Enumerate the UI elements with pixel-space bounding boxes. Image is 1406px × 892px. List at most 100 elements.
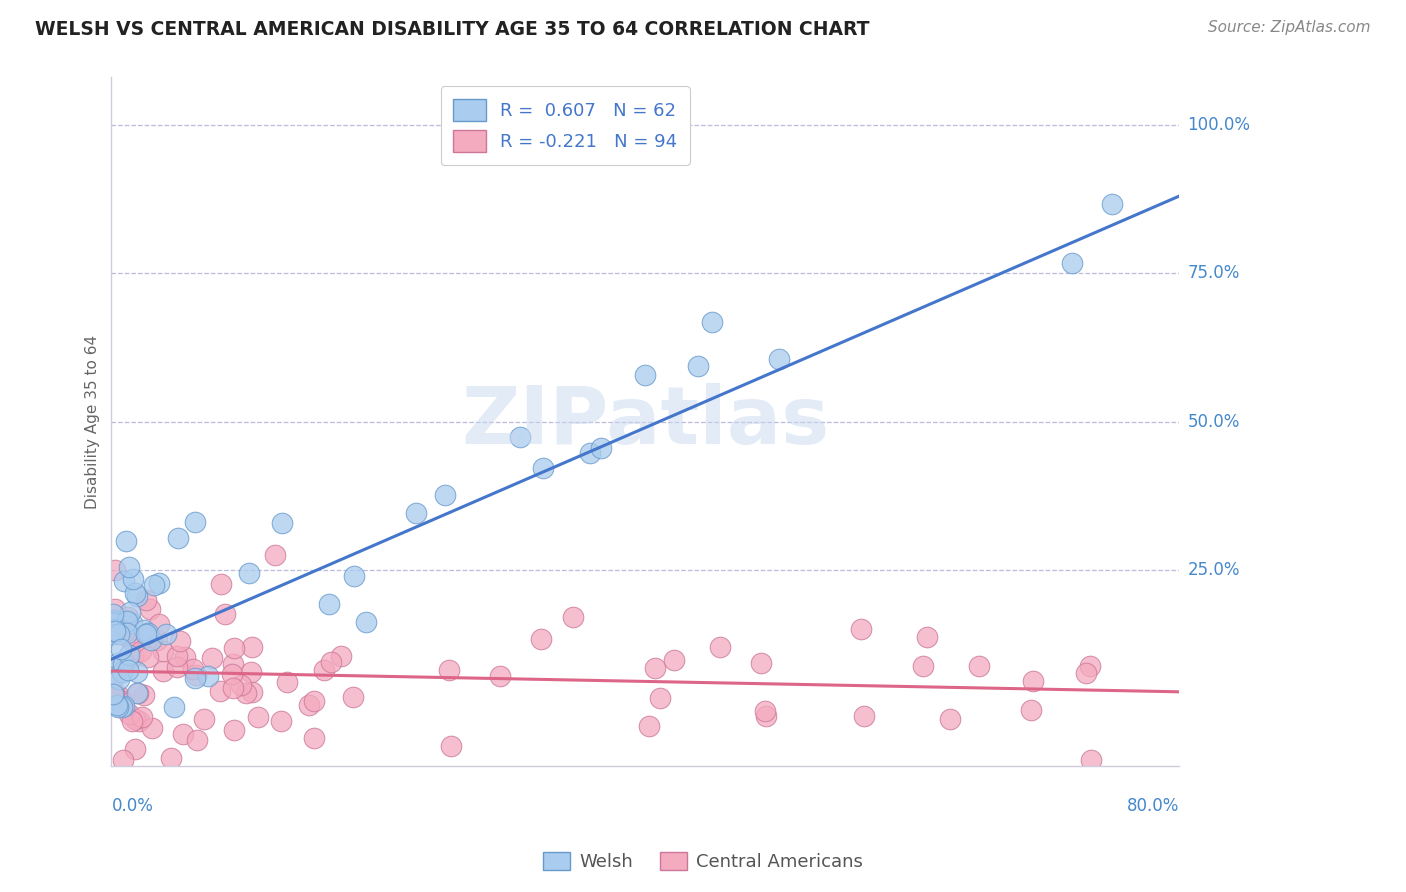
Point xyxy=(107,699,129,714)
Point xyxy=(104,602,127,616)
Point xyxy=(111,699,134,714)
Point xyxy=(1101,197,1123,211)
Point xyxy=(112,753,135,767)
Point xyxy=(110,662,132,676)
Point xyxy=(852,709,875,723)
Point xyxy=(127,686,149,700)
Point xyxy=(1062,256,1084,270)
Point xyxy=(754,704,776,718)
Point xyxy=(121,714,143,728)
Point xyxy=(118,606,141,620)
Point xyxy=(103,626,125,640)
Point xyxy=(634,368,657,383)
Point xyxy=(127,589,149,603)
Point xyxy=(121,616,143,631)
Point xyxy=(135,593,157,607)
Point xyxy=(648,691,671,706)
Point xyxy=(108,627,131,641)
Point xyxy=(148,576,170,591)
Point xyxy=(437,664,460,678)
Point xyxy=(508,430,530,444)
Point xyxy=(1019,703,1042,717)
Text: 75.0%: 75.0% xyxy=(1188,264,1240,283)
Point xyxy=(121,650,143,665)
Point xyxy=(107,656,129,670)
Point xyxy=(208,684,231,698)
Point xyxy=(1078,659,1101,673)
Point xyxy=(104,624,127,638)
Text: 0.0%: 0.0% xyxy=(111,797,153,814)
Point xyxy=(104,563,127,577)
Point xyxy=(224,723,246,738)
Point xyxy=(644,660,666,674)
Point xyxy=(136,625,159,640)
Y-axis label: Disability Age 35 to 64: Disability Age 35 to 64 xyxy=(86,334,100,508)
Point xyxy=(768,351,790,366)
Point xyxy=(201,651,224,665)
Point xyxy=(115,614,138,628)
Point xyxy=(578,446,600,460)
Point xyxy=(142,578,165,592)
Point xyxy=(240,685,263,699)
Text: WELSH VS CENTRAL AMERICAN DISABILITY AGE 35 TO 64 CORRELATION CHART: WELSH VS CENTRAL AMERICAN DISABILITY AGE… xyxy=(35,20,870,38)
Point xyxy=(127,686,149,700)
Point xyxy=(749,656,772,670)
Point xyxy=(112,574,135,588)
Point xyxy=(354,615,377,629)
Point xyxy=(433,488,456,502)
Point xyxy=(124,742,146,756)
Point xyxy=(298,698,321,713)
Point xyxy=(183,671,205,685)
Point xyxy=(139,633,162,648)
Point xyxy=(104,622,127,636)
Point xyxy=(107,615,129,629)
Point xyxy=(849,623,872,637)
Point xyxy=(105,698,128,712)
Point xyxy=(1076,665,1098,680)
Point xyxy=(915,630,938,644)
Point xyxy=(111,696,134,710)
Point xyxy=(302,694,325,708)
Point xyxy=(132,689,155,703)
Point xyxy=(112,657,135,671)
Point xyxy=(128,714,150,729)
Point xyxy=(247,709,270,723)
Point xyxy=(169,634,191,648)
Point xyxy=(302,731,325,745)
Point xyxy=(124,585,146,599)
Point xyxy=(184,668,207,682)
Text: 100.0%: 100.0% xyxy=(1188,116,1250,134)
Point xyxy=(755,709,778,723)
Point xyxy=(141,721,163,735)
Point xyxy=(1022,673,1045,688)
Point xyxy=(193,712,215,726)
Point xyxy=(939,712,962,726)
Point xyxy=(111,665,134,679)
Text: Source: ZipAtlas.com: Source: ZipAtlas.com xyxy=(1208,20,1371,35)
Point xyxy=(121,572,143,586)
Point xyxy=(131,644,153,658)
Point xyxy=(114,624,136,638)
Point xyxy=(197,669,219,683)
Point xyxy=(709,640,731,655)
Point xyxy=(160,750,183,764)
Legend: Welsh, Central Americans: Welsh, Central Americans xyxy=(536,845,870,879)
Point xyxy=(529,632,551,646)
Point xyxy=(107,619,129,633)
Point xyxy=(700,315,723,329)
Text: 50.0%: 50.0% xyxy=(1188,413,1240,431)
Point xyxy=(101,683,124,698)
Point xyxy=(264,549,287,563)
Point xyxy=(152,665,174,679)
Point xyxy=(440,739,463,754)
Point xyxy=(167,531,190,545)
Point xyxy=(104,624,127,638)
Point xyxy=(271,516,294,530)
Point xyxy=(239,665,262,679)
Point xyxy=(118,648,141,663)
Point xyxy=(115,534,138,549)
Point xyxy=(103,613,125,627)
Point xyxy=(312,664,335,678)
Point xyxy=(118,706,141,721)
Point xyxy=(318,597,340,611)
